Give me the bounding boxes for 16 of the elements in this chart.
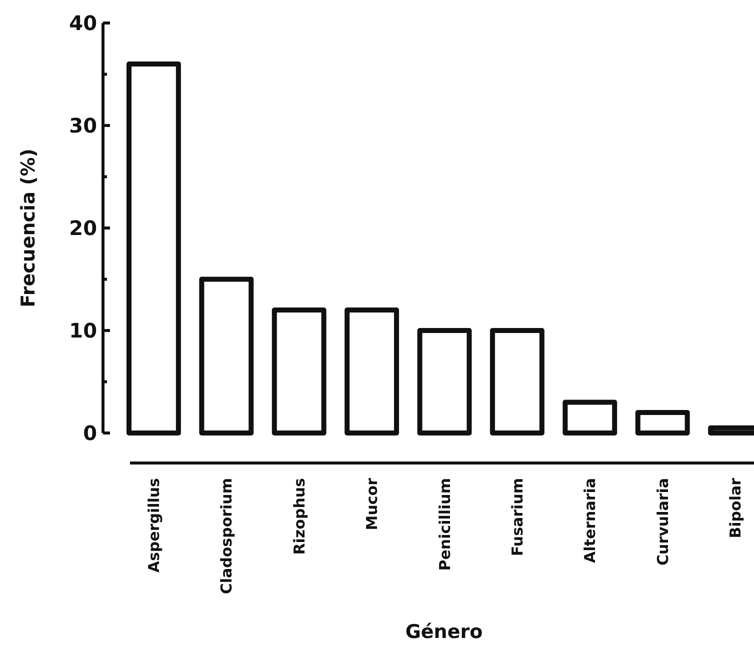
y-tick-label: 0 <box>83 421 97 445</box>
x-tick-label: Alternaria <box>581 478 600 563</box>
y-tick-label: 20 <box>69 216 97 240</box>
x-tick-label: Aspergillus <box>144 478 163 573</box>
x-tick-label: Penicillium <box>436 478 454 571</box>
y-axis-title: Frecuencia (%) <box>18 148 40 308</box>
y-tick-label: 30 <box>69 114 97 138</box>
x-tick-label: Fusarium <box>508 478 526 556</box>
x-tick-label: Rizophus <box>290 478 308 555</box>
x-tick-label: Mucor <box>363 477 382 530</box>
y-tick-label: 40 <box>69 11 97 35</box>
x-axis-title: Género <box>405 621 483 643</box>
x-tick-label: Bipolar <box>726 477 745 538</box>
y-tick-label: 10 <box>69 318 97 342</box>
x-tick-label: Cladosporium <box>218 478 236 594</box>
x-tick-label: Curvularia <box>654 478 672 566</box>
